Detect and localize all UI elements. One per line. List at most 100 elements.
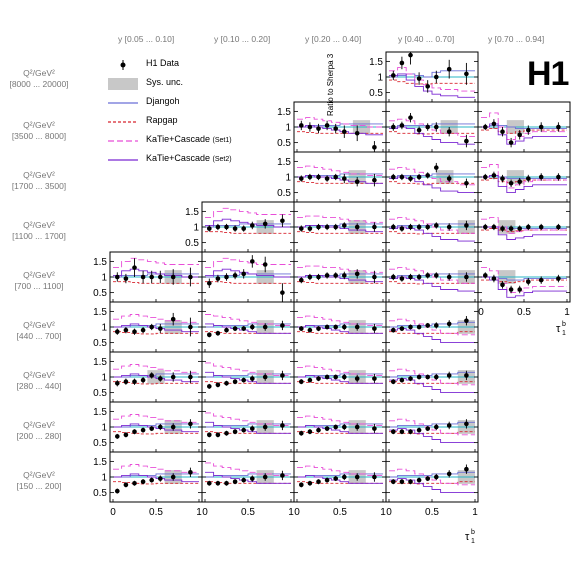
y-tick-label: 1.5: [93, 307, 107, 318]
data-point: [224, 380, 229, 386]
x-tick-label: 0.5: [425, 507, 439, 518]
data-point: [526, 224, 531, 230]
panel-content: [386, 418, 478, 444]
data-point: [434, 273, 439, 278]
data-point: [149, 477, 154, 483]
panel-r3-c3: [385, 201, 479, 253]
katie1-line: [297, 465, 383, 476]
legend-label-data: H1 Data: [146, 58, 180, 68]
x-tick-label: 0: [202, 507, 208, 518]
y-tick-label: 1: [101, 323, 107, 334]
data-point: [556, 124, 561, 130]
rapgap-line: [113, 481, 199, 485]
data-point: [123, 327, 129, 333]
data-point: [446, 423, 452, 428]
katie2-line: [205, 323, 291, 334]
data-point: [299, 123, 304, 128]
data-point: [342, 474, 347, 480]
data-point: [399, 174, 405, 180]
data-point: [132, 329, 137, 334]
q2-bin-value: [280 ... 440]: [16, 381, 62, 391]
y-tick-label: 1: [377, 73, 383, 84]
data-point: [324, 224, 330, 230]
data-point: [299, 482, 304, 488]
x-tick-label: 0.5: [333, 507, 347, 518]
data-point: [354, 424, 360, 430]
q2-bin-value: [1100 ... 1700]: [12, 231, 66, 241]
legend-katie1-name: KaTie+Cascade: [146, 134, 210, 144]
data-point: [500, 226, 505, 231]
data-point: [464, 466, 469, 472]
data-point: [399, 226, 405, 231]
data-point: [538, 174, 544, 180]
data-point: [250, 259, 255, 264]
panel-r2-c3: [385, 151, 479, 203]
data-point: [491, 276, 497, 281]
data-point: [241, 271, 246, 277]
data-point: [391, 73, 396, 78]
data-point: [416, 127, 422, 133]
data-point: [316, 326, 321, 331]
y-tick-label: 0.5: [93, 388, 107, 399]
data-point: [446, 471, 452, 477]
y-tick-label: 0.5: [93, 288, 107, 299]
data-point: [149, 324, 154, 330]
y-bin-label-1: y [0.10 ... 0.20]: [214, 34, 271, 44]
data-point: [262, 221, 268, 227]
panel-r5-c2: [293, 301, 387, 353]
data-point: [556, 224, 561, 230]
katie2-line: [389, 73, 475, 98]
data-point: [140, 274, 146, 280]
data-point: [483, 224, 488, 230]
djangoh-line: [481, 276, 567, 281]
rapgap-line: [205, 431, 291, 434]
panel-content: [386, 217, 478, 242]
q2-bin-value: [1700 ... 3500]: [11, 181, 67, 191]
q2-axis-label: Q²/GeV²: [23, 370, 55, 380]
data-point: [446, 274, 452, 280]
y-tick-label: 0.5: [185, 238, 199, 249]
data-point: [425, 84, 431, 89]
panel-r7-c2: [293, 401, 387, 453]
panel-content: [294, 365, 386, 385]
data-point: [416, 76, 422, 81]
data-point: [508, 180, 514, 186]
katie2-line: [113, 323, 199, 333]
data-point: [408, 429, 413, 434]
data-point: [207, 280, 212, 286]
data-point: [399, 60, 405, 66]
data-point: [132, 265, 137, 270]
y-tick-label: 1: [193, 223, 199, 234]
x-tick-label: 0.5: [149, 507, 163, 518]
x-tick-label: 0.5: [517, 307, 531, 318]
panel-content: [110, 257, 202, 287]
q2-axis-label: Q²/GeV²: [23, 120, 55, 130]
rapgap-line: [113, 431, 199, 435]
data-point: [391, 379, 396, 384]
panel-r7-c3: [385, 401, 479, 453]
katie2-line: [297, 424, 383, 434]
data-point: [399, 479, 405, 484]
panel-content: [110, 414, 202, 439]
panel-r6-c2: [293, 351, 387, 403]
data-point: [215, 382, 221, 388]
data-point: [307, 327, 313, 333]
data-point: [491, 224, 497, 230]
data-point: [170, 474, 176, 480]
data-point: [425, 374, 431, 380]
rapgap-line: [205, 231, 291, 234]
data-point: [408, 324, 413, 330]
data-point: [425, 173, 431, 178]
q2-label-7: Q²/GeV² [200 ... 280]: [0, 420, 78, 442]
data-point: [425, 124, 431, 130]
data-point: [158, 326, 163, 331]
data-point: [115, 488, 120, 494]
q2-bin-value: [700 ... 1100]: [14, 281, 64, 291]
katie1-line: [297, 265, 383, 273]
data-point: [408, 176, 413, 181]
panel-content: [202, 314, 294, 338]
data-point: [188, 274, 193, 280]
data-point: [416, 477, 422, 483]
katie1-line: [113, 257, 199, 269]
q2-bin-value: [200 ... 280]: [16, 431, 62, 441]
